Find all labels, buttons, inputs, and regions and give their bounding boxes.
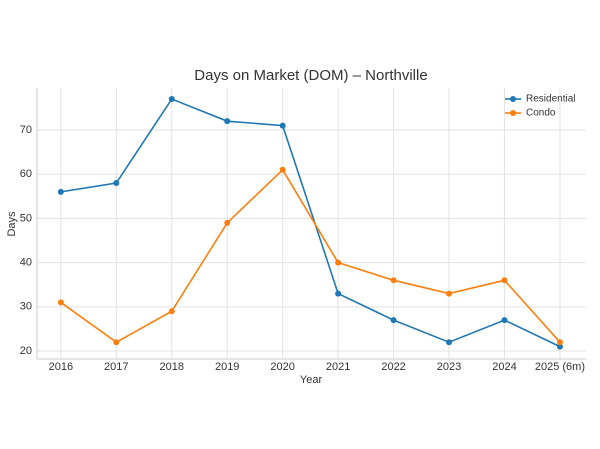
y-tick-label: 20	[20, 345, 32, 357]
data-point	[390, 277, 397, 284]
data-point	[556, 343, 563, 350]
data-point	[113, 339, 120, 346]
legend-marker	[510, 96, 516, 102]
data-point	[446, 339, 453, 346]
data-point	[446, 290, 453, 297]
x-tick-label: 2020	[270, 361, 294, 373]
data-point	[57, 299, 64, 306]
data-point	[224, 219, 231, 226]
x-tick-label: 2024	[492, 361, 516, 373]
legend-marker	[510, 110, 516, 116]
x-tick-label: 2017	[104, 361, 128, 373]
data-point	[57, 188, 64, 195]
y-tick-label: 70	[20, 124, 32, 136]
legend-label: Condo	[526, 108, 556, 119]
data-point	[168, 308, 175, 315]
data-point	[556, 339, 563, 346]
y-tick-label: 40	[20, 257, 32, 269]
data-point	[390, 317, 397, 324]
data-point	[279, 122, 286, 129]
y-tick-label: 60	[20, 168, 32, 180]
series-line	[60, 168, 561, 344]
data-point	[279, 166, 286, 173]
y-tick-label: 50	[20, 212, 32, 224]
x-axis-label: Year	[300, 374, 323, 386]
legend-label: Residential	[526, 94, 575, 105]
data-point	[224, 118, 231, 125]
y-tick-label: 30	[20, 301, 32, 313]
x-tick-label: 2021	[326, 361, 350, 373]
x-tick-label: 2022	[381, 361, 405, 373]
data-point	[501, 277, 508, 284]
x-tick-label: 2016	[49, 361, 73, 373]
data-point	[335, 259, 342, 266]
x-tick-label: 2023	[437, 361, 461, 373]
data-point	[113, 180, 120, 187]
chart-title: Days on Market (DOM) – Northville	[194, 67, 427, 84]
y-axis-label: Days	[6, 211, 18, 237]
data-point	[168, 96, 175, 103]
x-tick-label: 2019	[215, 361, 239, 373]
series-line	[60, 98, 561, 348]
data-point	[335, 290, 342, 297]
x-tick-label: 2018	[160, 361, 184, 373]
data-point	[501, 317, 508, 324]
x-tick-label: 2025 (6m)	[535, 361, 585, 373]
